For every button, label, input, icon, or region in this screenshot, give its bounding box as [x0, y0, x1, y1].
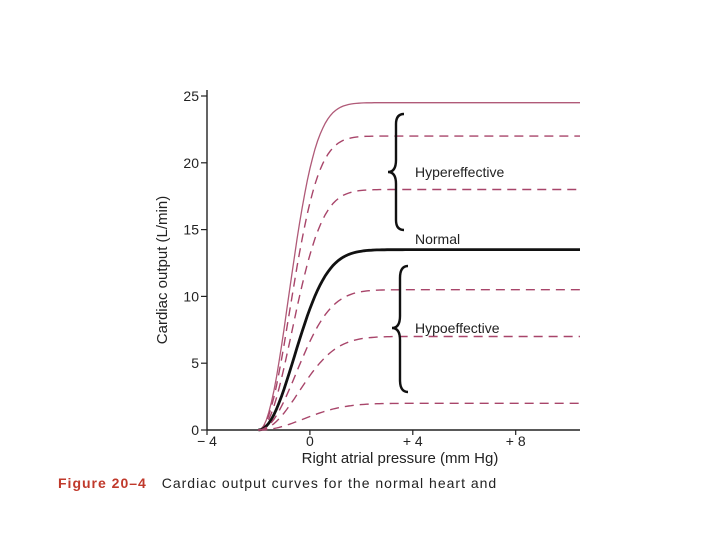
- y-tick-label: 20: [183, 155, 199, 171]
- hypereffective-label: Hypereffective: [415, 164, 504, 180]
- y-tick-label: 15: [183, 222, 199, 238]
- y-tick-label: 0: [191, 422, 199, 438]
- normal-curve: [258, 248, 580, 432]
- figure-caption: Figure 20–4 Cardiac output curves for th…: [58, 475, 497, 491]
- x-tick-label: − 4: [197, 433, 217, 449]
- figure-number: Figure 20–4: [58, 475, 147, 491]
- x-tick-label: + 8: [506, 433, 526, 449]
- curve-1: [258, 102, 580, 431]
- curve-6: [258, 335, 580, 431]
- curves: [258, 102, 580, 432]
- y-axis-title: Cardiac output (L/min): [154, 196, 171, 344]
- curve-2: [258, 135, 580, 431]
- curve-3: [258, 188, 580, 431]
- labels: Cardiac output (L/min) Right atrial pres…: [154, 112, 504, 467]
- y-tick-label: 25: [183, 88, 199, 104]
- x-tick-label: 0: [306, 433, 314, 449]
- hypereffective-brace: [387, 112, 405, 232]
- hypoeffective-label: Hypoeffective: [415, 320, 500, 336]
- x-axis-title: Right atrial pressure (mm Hg): [302, 450, 499, 467]
- curve-7: [258, 402, 580, 431]
- y-tick-label: 10: [183, 288, 199, 304]
- caption-text: Cardiac output curves for the normal hea…: [162, 475, 498, 491]
- normal-label: Normal: [415, 231, 460, 247]
- y-tick-label: 5: [191, 355, 199, 371]
- hypoeffective-brace: [391, 264, 409, 394]
- curve-5: [258, 289, 580, 431]
- x-tick-label: + 4: [403, 433, 423, 449]
